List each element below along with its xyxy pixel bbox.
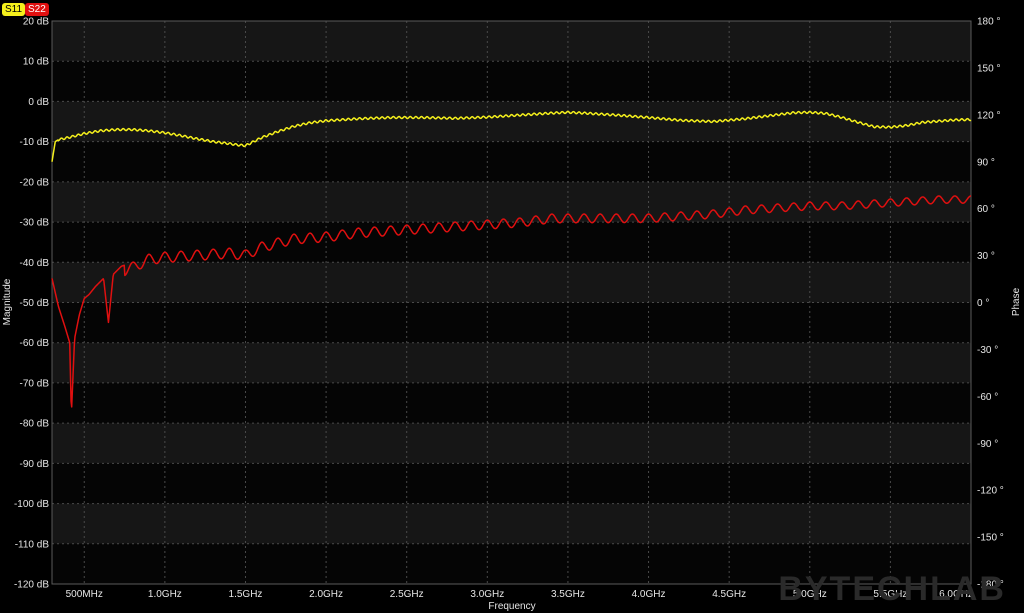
- plot-band: [52, 101, 971, 142]
- x-tick-label: 3.5GHz: [551, 589, 585, 600]
- plot-band: [52, 141, 971, 182]
- y2-tick-label: 180 °: [977, 17, 1000, 28]
- y2-tick-label: -150 °: [977, 533, 1004, 544]
- y-tick-label: -10 dB: [20, 137, 50, 148]
- y-tick-label: 10 dB: [23, 57, 49, 68]
- x-tick-label: 2.0GHz: [309, 589, 343, 600]
- plot-frame: [51, 20, 972, 585]
- frequency-axis-ticks: 500MHz 1.0GHz 1.5GHz 2.0GHz 2.5GHz 3.0GHz 3.5G…: [66, 589, 973, 600]
- x-tick-label: 4.0GHz: [632, 589, 666, 600]
- y-axis-label: Magnitude: [2, 278, 13, 325]
- y2-tick-label: -120 °: [977, 486, 1004, 497]
- plot-band: [52, 262, 971, 303]
- y-tick-label: -60 dB: [20, 338, 50, 349]
- y-tick-label: -110 dB: [15, 539, 50, 550]
- y-tick-label: -40 dB: [20, 258, 50, 269]
- plot-band: [52, 463, 971, 504]
- x-axis-label: Frequency: [488, 601, 535, 612]
- plot-grid: [51, 20, 972, 585]
- y-tick-label: 0 dB: [28, 97, 49, 108]
- y2-axis-label: Phase: [1011, 287, 1022, 316]
- y-tick-label: -90 dB: [20, 459, 50, 470]
- trace-s11: [51, 110, 972, 162]
- trace-s22: [51, 195, 972, 408]
- plot-band: [52, 342, 971, 383]
- x-tick-label: 1.0GHz: [148, 589, 182, 600]
- y-tick-label: 20 dB: [23, 17, 49, 28]
- y-tick-label: -80 dB: [20, 419, 50, 430]
- y2-tick-label: 120 °: [977, 110, 1000, 121]
- plot-band: [52, 21, 971, 62]
- y2-tick-label: -60 °: [977, 392, 998, 403]
- traces: [51, 110, 972, 408]
- y2-tick-label: 90 °: [977, 157, 995, 168]
- plot-band: [52, 222, 971, 263]
- y-tick-label: -70 dB: [20, 378, 50, 389]
- x-tick-label: 3.0GHz: [470, 589, 504, 600]
- legend-s22-badge[interactable]: S22: [25, 3, 49, 16]
- plot-band: [52, 302, 971, 343]
- y-tick-label: -50 dB: [20, 298, 50, 309]
- plot-band: [52, 181, 971, 223]
- watermark: BYTECHLAB: [778, 570, 1006, 608]
- phase-axis-ticks: 180 ° 150 ° 120 ° 90 ° 60 ° 30 ° 0 ° -30 ° -60 °…: [977, 17, 1004, 591]
- x-tick-label: 500MHz: [66, 589, 103, 600]
- y2-tick-label: -180 °: [977, 580, 1004, 591]
- y-tick-label: -20 dB: [20, 177, 50, 188]
- x-tick-label: 2.5GHz: [390, 589, 424, 600]
- y2-tick-label: -90 °: [977, 439, 998, 450]
- y2-tick-label: -30 °: [977, 345, 998, 356]
- x-tick-label: 5.0GHz: [793, 589, 827, 600]
- x-tick-label: 5.5GHz: [873, 589, 907, 600]
- y2-tick-label: 0 °: [977, 298, 989, 309]
- y2-tick-label: 150 °: [977, 63, 1000, 74]
- plot-band: [52, 61, 971, 102]
- plot-band: [52, 423, 971, 464]
- magnitude-axis-ticks: 20 dB 10 dB 0 dB -10 dB -20 dB -30 dB -40 dB -5…: [14, 17, 49, 591]
- plot-band: [52, 503, 971, 544]
- x-tick-label: 1.5GHz: [229, 589, 263, 600]
- y-tick-label: -100 dB: [14, 499, 49, 510]
- plot-band: [52, 382, 971, 424]
- y2-tick-label: 30 °: [977, 251, 995, 262]
- y2-tick-label: 60 °: [977, 204, 995, 215]
- x-tick-label: 4.5GHz: [712, 589, 746, 600]
- legend-s11-badge[interactable]: S11: [2, 3, 26, 16]
- y-tick-label: -120 dB: [14, 580, 49, 591]
- x-tick-label: 6.0GHz: [939, 589, 973, 600]
- y-tick-label: -30 dB: [20, 218, 50, 229]
- plot-background-bands: [52, 21, 971, 584]
- plot-band: [52, 543, 971, 584]
